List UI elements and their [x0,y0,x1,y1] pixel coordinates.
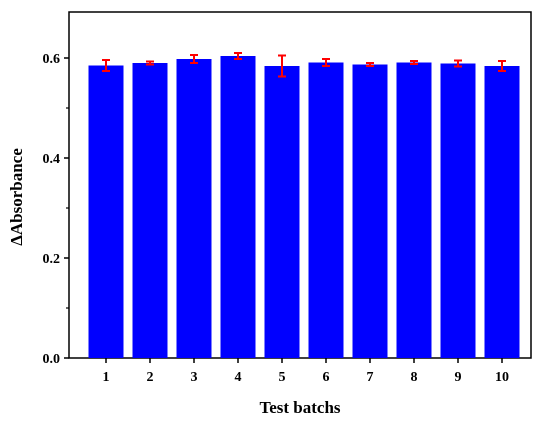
x-tick-label: 5 [279,370,286,385]
x-tick-label: 8 [411,370,418,385]
y-axis-title: ΔAbsorbance [7,148,26,246]
error-bar-1 [102,59,110,72]
bars-group [88,56,520,358]
plot-frame [68,11,532,359]
bar-5 [264,66,300,358]
x-axis: 1 2 3 4 5 6 7 8 9 10 [103,358,509,385]
error-bars-group [102,52,506,78]
y-axis: 0.0 0.2 0.4 0.6 [43,52,69,367]
x-tick-label: 9 [455,370,462,385]
bar-9 [440,63,476,358]
bar-8 [396,62,432,358]
x-tick-label: 7 [367,370,374,385]
error-bar-10 [498,60,506,72]
bar-4 [220,56,256,358]
y-tick-label: 0.6 [43,52,61,67]
x-tick-label: 2 [147,370,154,385]
error-bar-3 [190,54,198,64]
x-axis-title: Test batchs [259,398,340,417]
error-bar-2 [146,60,154,66]
y-tick-label: 0.4 [43,152,61,167]
y-tick-label: 0.2 [43,252,61,267]
x-tick-label: 6 [323,370,330,385]
bar-6 [308,62,344,358]
x-tick-label: 10 [495,370,509,385]
y-tick-label: 0.0 [43,352,61,367]
x-tick-label: 4 [235,370,242,385]
error-bar-5 [278,54,286,78]
bar-10 [484,66,520,358]
x-tick-label: 3 [191,370,198,385]
error-bar-6 [322,58,330,67]
bar-2 [132,63,168,358]
error-bar-8 [410,60,418,65]
error-bar-9 [454,59,462,68]
bar-7 [352,64,388,358]
x-tick-label: 1 [103,370,110,385]
error-bar-4 [234,52,242,60]
error-bar-7 [366,62,374,67]
bar-3 [176,59,212,358]
bar-1 [88,65,124,358]
